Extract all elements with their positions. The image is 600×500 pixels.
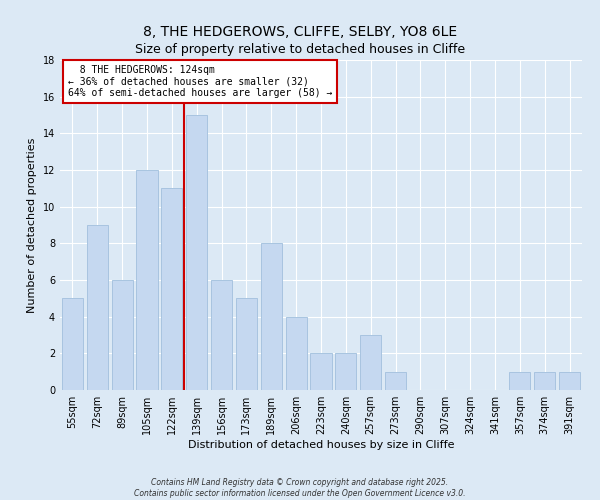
Y-axis label: Number of detached properties: Number of detached properties xyxy=(27,138,37,312)
Bar xyxy=(335,354,356,390)
X-axis label: Distribution of detached houses by size in Cliffe: Distribution of detached houses by size … xyxy=(188,440,454,450)
Bar xyxy=(211,280,232,390)
Bar xyxy=(559,372,580,390)
Text: Size of property relative to detached houses in Cliffe: Size of property relative to detached ho… xyxy=(135,42,465,56)
Bar xyxy=(112,280,133,390)
Bar xyxy=(136,170,158,390)
Text: 8 THE HEDGEROWS: 124sqm
← 36% of detached houses are smaller (32)
64% of semi-de: 8 THE HEDGEROWS: 124sqm ← 36% of detache… xyxy=(68,65,332,98)
Bar xyxy=(385,372,406,390)
Bar xyxy=(310,354,332,390)
Text: Contains HM Land Registry data © Crown copyright and database right 2025.
Contai: Contains HM Land Registry data © Crown c… xyxy=(134,478,466,498)
Bar xyxy=(286,316,307,390)
Bar xyxy=(62,298,83,390)
Bar xyxy=(360,335,381,390)
Bar xyxy=(534,372,555,390)
Bar xyxy=(236,298,257,390)
Text: 8, THE HEDGEROWS, CLIFFE, SELBY, YO8 6LE: 8, THE HEDGEROWS, CLIFFE, SELBY, YO8 6LE xyxy=(143,25,457,39)
Bar xyxy=(509,372,530,390)
Bar xyxy=(161,188,182,390)
Bar xyxy=(261,244,282,390)
Bar xyxy=(87,225,108,390)
Bar xyxy=(186,115,207,390)
